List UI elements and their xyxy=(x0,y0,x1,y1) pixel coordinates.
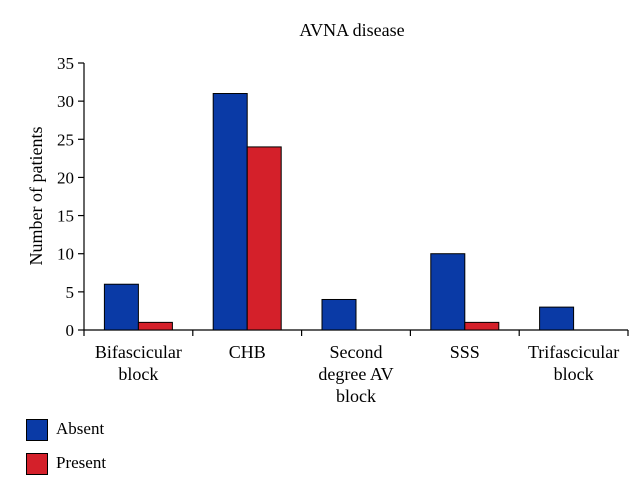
legend-label-present: Present xyxy=(56,453,107,472)
y-tick-label: 15 xyxy=(57,207,74,226)
x-tick-label: SSS xyxy=(450,342,480,362)
bar-present-1 xyxy=(246,146,282,331)
y-axis-label: Number of patients xyxy=(26,127,46,266)
y-tick-label: 10 xyxy=(57,245,74,264)
y-tick-label: 20 xyxy=(57,168,74,187)
bar-absent-4 xyxy=(539,306,575,331)
x-tick-label: CHB xyxy=(229,342,266,362)
chart-title: AVNA disease xyxy=(299,20,404,40)
bar-absent-0 xyxy=(103,283,139,331)
bar-present-0 xyxy=(137,321,173,331)
bar-absent-1 xyxy=(212,93,248,331)
bars xyxy=(103,93,575,331)
legend-item-present: Present xyxy=(26,453,226,477)
y-tick-label: 5 xyxy=(66,283,75,302)
x-tick-label-line: Trifascicular xyxy=(528,342,619,362)
x-tick-label-line: block xyxy=(336,386,376,406)
x-tick-label-line: block xyxy=(554,364,594,384)
y-tick-label: 25 xyxy=(57,130,74,149)
x-tick-label-line: Second xyxy=(330,342,383,362)
x-tick-label-line: degree AV xyxy=(318,364,393,384)
bar-absent-3 xyxy=(430,253,466,331)
x-tick-label: Bifascicular block xyxy=(95,342,182,384)
legend-item-absent: Absent xyxy=(26,419,226,443)
x-tick-label: Trifascicular block xyxy=(528,342,619,384)
x-tick-label-line: Bifascicular xyxy=(95,342,182,362)
legend-label-absent: Absent xyxy=(56,419,105,438)
x-tick-label-line: CHB xyxy=(229,342,266,362)
y-tick-label: 0 xyxy=(66,321,75,340)
y-tick-label: 35 xyxy=(57,54,74,73)
legend-swatch-present xyxy=(26,453,48,475)
x-tick-label-line: SSS xyxy=(450,342,480,362)
axes: 0 5 10 15 20 25 30 35 xyxy=(57,54,629,340)
x-tick-label: Second degree AV block xyxy=(318,342,393,406)
x-tick-label-line: block xyxy=(118,364,158,384)
bar-present-3 xyxy=(464,321,500,331)
y-tick-label: 30 xyxy=(57,92,74,111)
legend-swatch-absent xyxy=(26,419,48,441)
bar-absent-2 xyxy=(321,298,357,331)
